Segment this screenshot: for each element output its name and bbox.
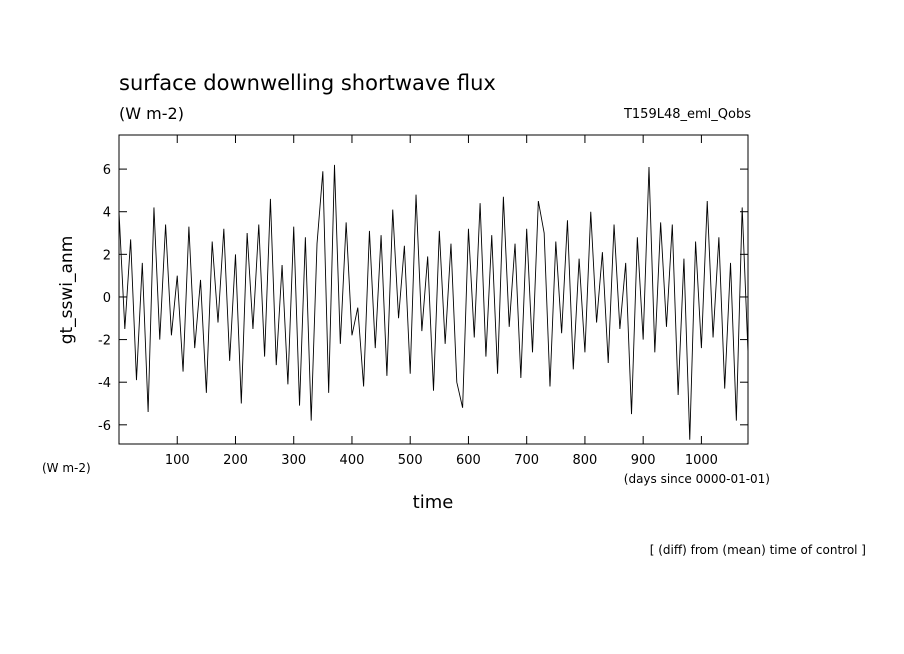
x-axis-label: time — [413, 492, 454, 513]
y-tick-label: -2 — [98, 334, 111, 349]
x-tick-label: 1000 — [685, 453, 718, 468]
run-label: T159L48_eml_Qobs — [623, 107, 751, 122]
x-tick-label: 400 — [340, 453, 365, 468]
x-tick-label: 800 — [573, 453, 598, 468]
y-tick-label: 4 — [103, 206, 111, 221]
y-tick-label: 2 — [103, 248, 111, 263]
x-tick-label: 700 — [514, 453, 539, 468]
plot-frame — [118, 134, 749, 445]
x-tick-label: 200 — [223, 453, 248, 468]
x-tick-label: 600 — [456, 453, 481, 468]
x-tick-label: 300 — [281, 453, 306, 468]
footnote: [ (diff) from (mean) time of control ] — [650, 543, 866, 557]
y-tick-label: -4 — [98, 376, 111, 391]
y-tick-label: 6 — [103, 163, 111, 178]
y-tick-label: 0 — [103, 291, 111, 306]
chart-title: surface downwelling shortwave flux — [119, 71, 496, 95]
x-tick-label: 500 — [398, 453, 423, 468]
y-axis-label: gt_sswi_anm — [57, 236, 77, 345]
y-tick-label: -6 — [98, 419, 111, 434]
x-tick-label: 900 — [631, 453, 656, 468]
x-units: (days since 0000-01-01) — [624, 472, 770, 486]
data-line — [118, 164, 749, 440]
y-units: (W m-2) — [42, 461, 91, 475]
x-tick-label: 100 — [165, 453, 190, 468]
units: (W m-2) — [119, 104, 184, 123]
